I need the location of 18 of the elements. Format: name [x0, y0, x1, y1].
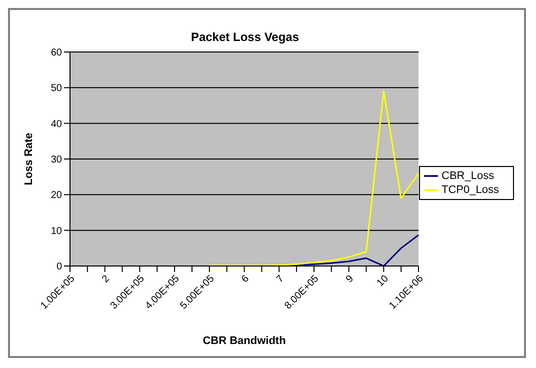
- y-tick-label: 20: [50, 190, 62, 202]
- chart-title: Packet Loss Vegas: [190, 30, 300, 44]
- legend-label: TCP0_Loss: [442, 184, 499, 196]
- x-tick-label: 9: [344, 273, 356, 286]
- y-axis-title: Loss Rate: [22, 132, 35, 186]
- y-tick-label: 40: [50, 118, 62, 130]
- legend-label: CBR_Loss: [442, 170, 494, 182]
- x-tick-label: 2: [100, 273, 112, 286]
- x-tick-label: 6: [240, 273, 252, 286]
- y-tick-label: 10: [50, 226, 62, 237]
- y-tick-label: 50: [50, 83, 62, 94]
- x-tick-label: 10: [375, 273, 392, 290]
- y-tick-label: 0: [56, 262, 62, 273]
- x-tick-label: 7: [274, 273, 287, 286]
- y-tick-label: 60: [50, 48, 62, 59]
- y-tick-label: 30: [50, 154, 62, 166]
- line-series: [208, 90, 420, 266]
- x-axis-title: CBR Bandwidth: [202, 335, 286, 347]
